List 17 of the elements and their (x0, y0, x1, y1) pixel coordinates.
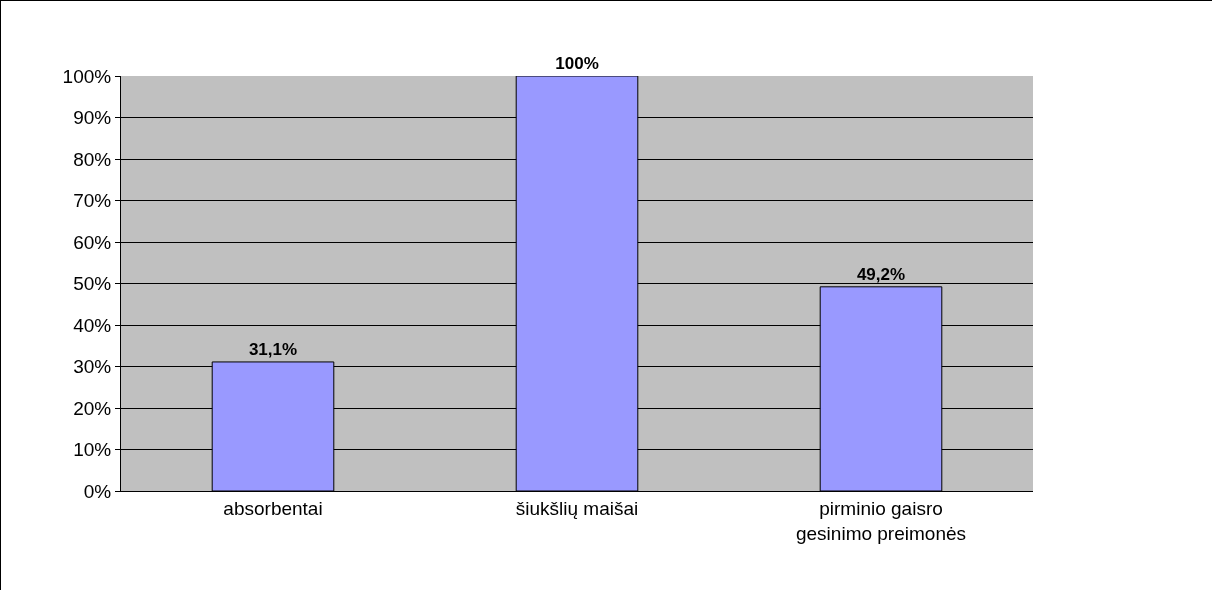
y-tick-label: 30% (73, 356, 112, 378)
y-tick-label: 60% (73, 231, 112, 253)
x-tick-label: šiukšlių maišai (515, 497, 639, 519)
data-label: 49,2% (856, 264, 906, 284)
x-tick-label: absorbentai (223, 497, 323, 519)
y-tick-label: 90% (73, 107, 112, 129)
y-tick-label: 100% (62, 65, 112, 87)
y-tick-label: 0% (83, 480, 112, 502)
y-tick-label: 20% (73, 397, 112, 419)
x-tick-label: pirminio gaisro gesinimo preimonės (795, 497, 967, 544)
data-label: 100% (555, 54, 599, 73)
data-label: 31,1% (248, 339, 298, 359)
y-tick-label: 40% (73, 314, 112, 336)
y-tick-label: 80% (73, 148, 112, 170)
y-tick-label: 70% (73, 190, 112, 212)
y-tick-label: 10% (73, 439, 112, 461)
y-tick-label: 50% (73, 273, 112, 295)
